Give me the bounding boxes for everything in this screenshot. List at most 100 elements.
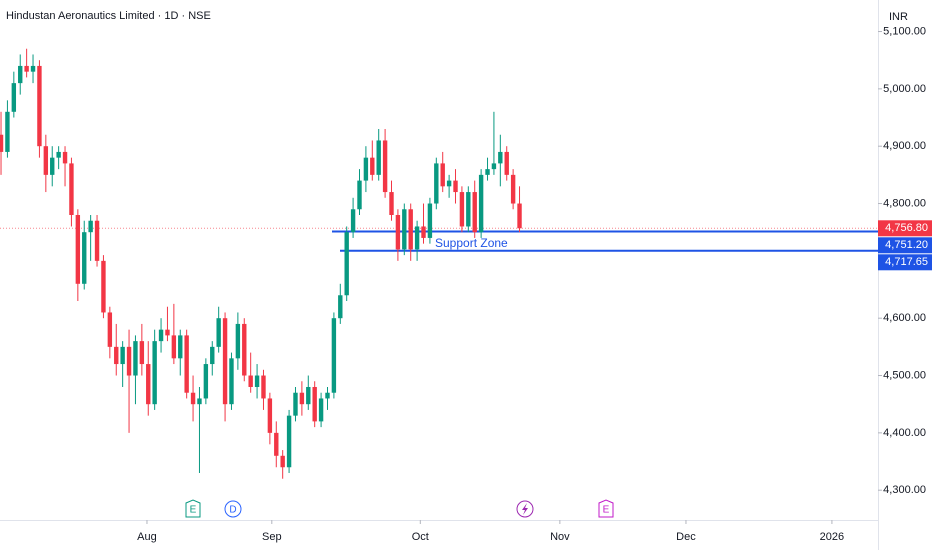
candle-body: [126, 346, 132, 376]
y-tick-label: 4,900.00: [883, 140, 926, 152]
candle-body: [478, 174, 484, 233]
x-tick-label: Dec: [676, 531, 696, 543]
candle-body: [350, 209, 356, 233]
candle-body: [133, 341, 138, 376]
candle-body: [498, 151, 503, 164]
candle-body: [421, 226, 426, 238]
x-tick-label: 2026: [820, 531, 844, 543]
candle-body: [107, 312, 113, 347]
candle-body: [459, 192, 465, 227]
candle-body: [293, 392, 298, 416]
candle-body: [203, 364, 209, 399]
event-icon: [598, 499, 614, 518]
candle-body: [280, 455, 285, 468]
candle-body: [190, 392, 196, 405]
price-label-box: [878, 237, 932, 254]
candle-body: [152, 341, 157, 405]
event-icon: [224, 500, 242, 518]
candle-body: [325, 392, 330, 399]
candle-body: [11, 83, 17, 112]
y-tick-label: 4,600.00: [883, 312, 926, 324]
candle-body: [50, 157, 55, 175]
annotation: Support Zone: [435, 236, 508, 250]
candle-body: [75, 214, 81, 284]
candle-body: [30, 65, 36, 72]
candle-body: [114, 346, 119, 365]
candle-body: [344, 232, 349, 296]
event-label: E: [190, 505, 197, 516]
x-tick-label: Oct: [412, 531, 429, 543]
candle-body: [382, 140, 388, 193]
candle-body: [24, 65, 29, 72]
candle-body: [82, 232, 87, 284]
candle-body: [254, 375, 260, 387]
candle-body: [210, 346, 215, 365]
candle-body: [37, 65, 42, 147]
candle-body: [286, 415, 292, 468]
candle-body: [306, 386, 311, 405]
candle-body: [5, 111, 10, 152]
event-icon: [185, 499, 201, 518]
price-label-box: [878, 220, 932, 237]
candle-body: [171, 335, 177, 359]
candle-body: [446, 180, 452, 187]
candle-body: [43, 146, 49, 175]
candle-body: [504, 151, 509, 175]
candle-body: [94, 220, 100, 261]
candle-body: [440, 163, 445, 187]
candle-body: [158, 329, 164, 342]
candle-body: [197, 398, 202, 405]
candle-body: [408, 209, 413, 250]
candle-body: [434, 163, 439, 204]
x-tick-label: Nov: [550, 531, 570, 543]
candle-body: [248, 375, 253, 387]
candle-body: [88, 220, 93, 233]
candle-body: [312, 386, 317, 422]
candle-body: [472, 192, 477, 233]
candle-body: [299, 392, 305, 405]
candle-body: [178, 335, 183, 359]
candle-body: [0, 134, 4, 152]
candle-body: [510, 174, 516, 204]
candle-body: [491, 163, 497, 170]
candle-body: [62, 151, 68, 164]
price-label: 4,717.65: [885, 256, 928, 268]
candle-body: [274, 432, 279, 456]
y-tick-label: 4,800.00: [883, 197, 926, 209]
chart-title: Hindustan Aeronautics Limited · 1D · NSE: [6, 10, 211, 22]
price-label: 4,751.20: [885, 239, 928, 251]
price-label-box: [878, 254, 932, 271]
candle-body: [338, 295, 343, 319]
y-tick-label: 4,300.00: [883, 484, 926, 496]
candle-body: [453, 180, 458, 193]
candle-body: [389, 192, 394, 215]
y-tick-label: 5,000.00: [883, 83, 926, 95]
candle-body: [261, 375, 266, 399]
candle-body: [120, 346, 125, 365]
candle-body: [376, 140, 381, 175]
event-label: D: [229, 505, 236, 516]
x-tick-label: Sep: [262, 531, 282, 543]
candle-body: [69, 163, 74, 215]
candle-body: [466, 192, 471, 227]
currency: INR: [889, 11, 908, 23]
candle-body: [414, 226, 420, 250]
candle-body: [222, 318, 228, 405]
candle-body: [56, 151, 61, 158]
candle-body: [517, 203, 522, 229]
candle-body: [402, 209, 407, 250]
candle-body: [165, 329, 170, 336]
candle-body: [235, 323, 241, 359]
candle-body: [184, 335, 189, 393]
candle-body: [18, 65, 23, 84]
candle-body: [427, 203, 433, 238]
candle-body: [229, 358, 234, 405]
candle-body: [485, 169, 490, 175]
candle-body: [363, 157, 369, 181]
y-tick-label: 4,500.00: [883, 369, 926, 381]
event-icon: [522, 503, 528, 515]
candle-body: [267, 398, 273, 433]
price-label: 4,756.80: [885, 222, 928, 234]
